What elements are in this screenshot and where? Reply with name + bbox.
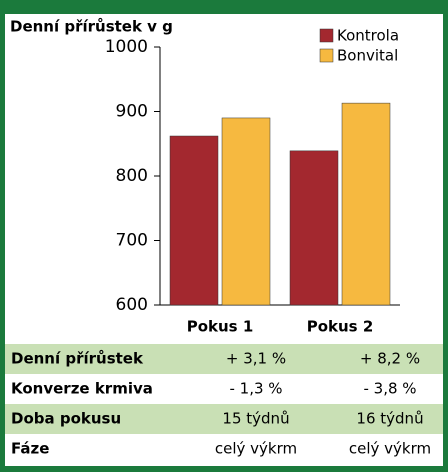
cell: celý výkrm	[215, 440, 297, 458]
y-tick-label: 1000	[105, 37, 148, 57]
legend-label: Bonvital	[337, 47, 398, 65]
cell: + 3,1 %	[226, 350, 286, 368]
legend-label: Kontrola	[337, 27, 399, 45]
cell: + 8,2 %	[360, 350, 420, 368]
bar	[341, 102, 391, 306]
legend-swatch	[319, 28, 334, 43]
row-label: Fáze	[11, 440, 49, 458]
y-tick-label: 800	[116, 166, 148, 186]
legend-swatch	[319, 48, 334, 63]
y-tick-label: 600	[116, 295, 148, 315]
row-label: Doba pokusu	[11, 410, 121, 428]
cell: - 1,3 %	[229, 380, 282, 398]
table-row-bg	[5, 404, 443, 434]
x-tick-label: Pokus 1	[187, 318, 254, 336]
cell: - 3,8 %	[363, 380, 416, 398]
row-label: Konverze krmiva	[11, 380, 153, 398]
bar	[169, 135, 219, 306]
y-tick-label: 900	[116, 102, 148, 122]
bar	[221, 117, 271, 306]
cell: 16 týdnů	[356, 410, 423, 428]
bar	[289, 150, 339, 306]
y-tick-label: 700	[116, 231, 148, 251]
cell: 15 týdnů	[222, 410, 289, 428]
row-label: Denní přírůstek	[11, 350, 144, 368]
x-tick-label: Pokus 2	[307, 318, 374, 336]
chart-title: Denní přírůstek v g	[10, 18, 173, 36]
cell: celý výkrm	[349, 440, 431, 458]
table-row-bg	[5, 344, 443, 374]
